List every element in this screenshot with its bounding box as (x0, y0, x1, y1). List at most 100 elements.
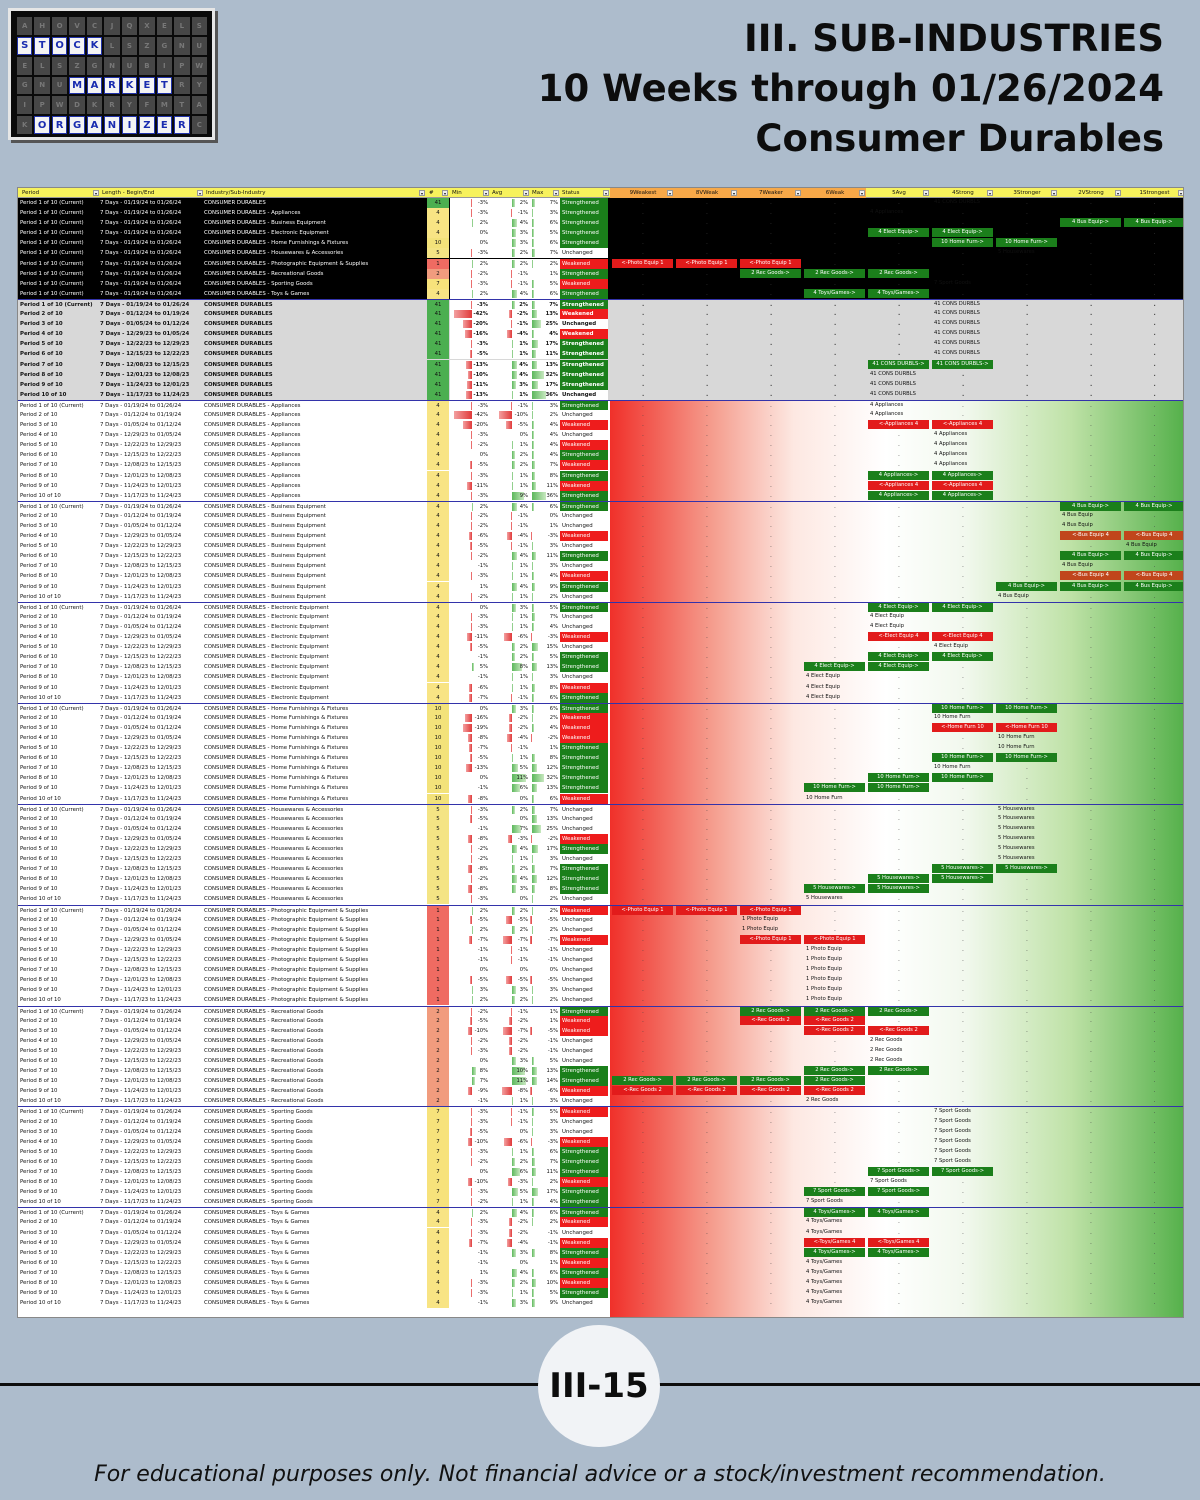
filter-dropdown-icon[interactable]: ▾ (93, 190, 99, 196)
status-badge: Unchanged (560, 985, 608, 996)
column-header[interactable]: Avg ▾ (490, 188, 530, 198)
filter-dropdown-icon[interactable]: ▾ (731, 190, 737, 196)
empty-marker: . (770, 1157, 772, 1165)
max-cell: 6% (530, 218, 560, 229)
empty-marker: . (898, 259, 900, 267)
rating-marker: 4 Bus Equip (1062, 562, 1093, 569)
min-cell: -3% (450, 571, 490, 582)
value-bar (532, 421, 534, 430)
filter-dropdown-icon[interactable]: ▾ (483, 190, 489, 196)
empty-marker: . (834, 491, 836, 499)
filter-dropdown-icon[interactable]: ▾ (859, 190, 865, 196)
empty-marker: . (962, 612, 964, 620)
filter-dropdown-icon[interactable]: ▾ (795, 190, 801, 196)
empty-marker: . (962, 1097, 964, 1105)
column-header[interactable]: 5Avg ▾ (866, 188, 930, 198)
column-header[interactable]: 4Strong ▾ (930, 188, 994, 198)
value-bar (509, 1046, 512, 1055)
rating-marker: 5 Housewares (998, 814, 1035, 821)
table-row: Period 7 of 10 7 Days - 12/08/23 to 12/15… (18, 359, 1183, 370)
filter-dropdown-icon[interactable]: ▾ (197, 190, 203, 196)
empty-marker: . (1090, 229, 1092, 237)
value-bar (532, 279, 534, 288)
avg-cell: -2% (490, 722, 530, 733)
logo-filler-cell: M (156, 96, 173, 115)
filter-dropdown-icon[interactable]: ▾ (1051, 190, 1057, 196)
max-cell: 13% (530, 783, 560, 794)
column-header[interactable]: Length - Begin/End ▾ (100, 188, 204, 198)
filter-dropdown-icon[interactable]: ▾ (553, 190, 559, 196)
column-header[interactable]: Max ▾ (530, 188, 560, 198)
filter-dropdown-icon[interactable]: ▾ (442, 190, 448, 196)
value-label: 15% (546, 644, 558, 651)
empty-marker: . (1153, 875, 1156, 883)
empty-marker: . (642, 511, 644, 519)
empty-marker: . (1153, 289, 1156, 297)
column-header[interactable]: 2VStrong ▾ (1058, 188, 1122, 198)
industry-cell: CONSUMER DURABLES - Recreational Goods (204, 1037, 324, 1044)
value-label: 4% (549, 442, 558, 449)
filter-dropdown-icon[interactable]: ▾ (419, 190, 425, 196)
period-cell: Period 3 of 10 (20, 926, 58, 933)
column-header[interactable]: 3Stronger ▾ (994, 188, 1058, 198)
value-label: 6% (549, 1269, 558, 1276)
value-label: 9% (519, 492, 528, 499)
empty-marker: . (898, 532, 900, 540)
empty-marker: . (834, 542, 836, 550)
value-bar (532, 885, 535, 894)
max-cell: 3% (530, 1126, 560, 1137)
column-header[interactable]: 1Strongest ▾ (1122, 188, 1183, 198)
filter-dropdown-icon[interactable]: ▾ (987, 190, 993, 196)
empty-marker: . (1026, 1168, 1028, 1175)
value-label: 12% (546, 765, 558, 772)
period-cell: Period 9 of 10 (20, 482, 58, 489)
value-bar (468, 885, 472, 894)
period-cell: Period 2 of 10 (20, 613, 58, 620)
value-label: 0% (519, 967, 528, 974)
empty-marker: . (1026, 1016, 1028, 1024)
max-cell: -1% (530, 1237, 560, 1248)
column-header[interactable]: 7Weaker ▾ (738, 188, 802, 198)
rating-marker: <-Home Furn 10 (996, 722, 1057, 732)
value-label: 0% (479, 604, 488, 611)
empty-marker: . (1153, 824, 1156, 832)
column-header[interactable]: 9Weakest ▾ (610, 188, 674, 198)
filter-dropdown-icon[interactable]: ▾ (667, 190, 673, 196)
column-header[interactable]: Status ▾ (560, 188, 610, 198)
value-label: -1% (517, 280, 528, 287)
filter-dropdown-icon[interactable]: ▾ (603, 190, 609, 196)
value-bar (504, 633, 512, 642)
empty-marker: . (770, 542, 772, 550)
empty-marker: . (642, 431, 644, 439)
period-cell: Period 4 of 10 (20, 734, 58, 741)
value-label: 6% (519, 1169, 528, 1175)
avg-cell: -1% (490, 541, 530, 552)
length-cell: 7 Days - 12/22/23 to 12/29/23 (100, 644, 182, 651)
column-header[interactable]: Industry/Sub-Industry ▾ (204, 188, 426, 198)
column-header[interactable]: Period ▾ (20, 188, 100, 198)
empty-marker: . (1090, 663, 1092, 671)
empty-marker: . (834, 532, 836, 540)
column-header[interactable]: 6Weak ▾ (802, 188, 866, 198)
filter-dropdown-icon[interactable]: ▾ (923, 190, 929, 196)
avg-cell: 7% (490, 823, 530, 834)
empty-marker: . (1153, 380, 1156, 388)
empty-marker: . (706, 279, 708, 287)
filter-dropdown-icon[interactable]: ▾ (1115, 190, 1121, 196)
value-bar (470, 401, 472, 410)
table-row: Period 4 of 10 7 Days - 12/29/23 to 01/05… (18, 833, 1183, 844)
value-label: 4% (519, 220, 528, 227)
max-cell: 4% (530, 430, 560, 441)
empty-marker: . (1026, 360, 1029, 368)
empty-marker: . (962, 935, 964, 943)
status-badge: Weakened (560, 420, 608, 431)
column-header[interactable]: # ▾ (427, 188, 449, 198)
empty-marker: . (1090, 845, 1092, 852)
column-header[interactable]: Min ▾ (450, 188, 490, 198)
industry-cell: CONSUMER DURABLES - Electronic Equipment (204, 654, 329, 661)
column-header[interactable]: 8VWeak ▾ (674, 188, 738, 198)
empty-marker: . (642, 1248, 644, 1256)
filter-dropdown-icon[interactable]: ▾ (523, 190, 529, 196)
filter-dropdown-icon[interactable]: ▾ (1178, 190, 1183, 196)
empty-marker: . (1026, 1108, 1028, 1116)
